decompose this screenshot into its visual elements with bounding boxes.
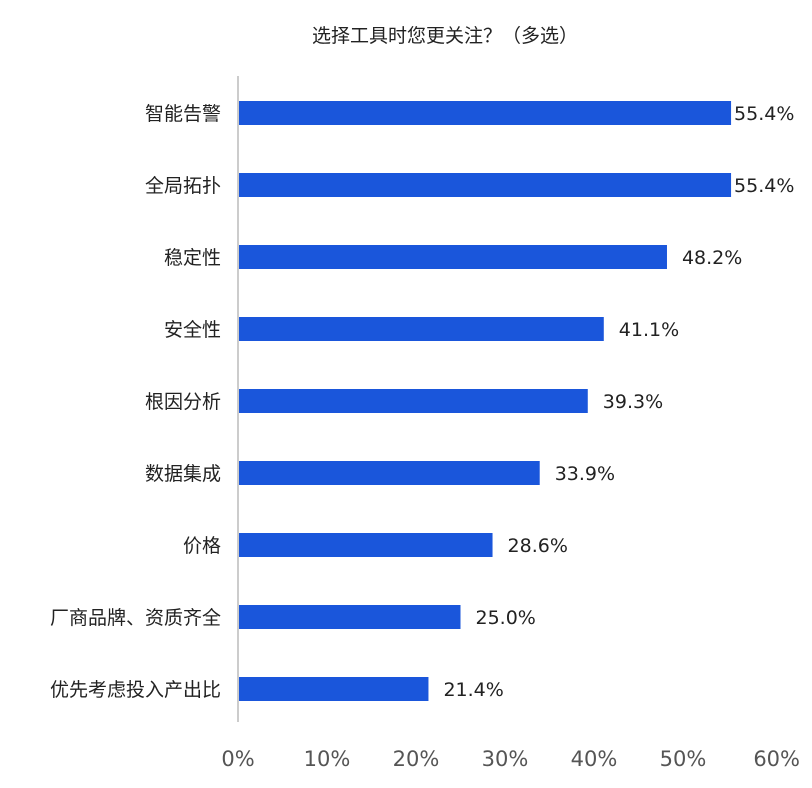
bar-3 (239, 317, 604, 341)
category-label-7: 厂商品牌、资质齐全 (50, 607, 221, 629)
data-label-8: 21.4% (443, 679, 503, 701)
category-label-3: 安全性 (164, 319, 221, 341)
x-tick-label-0: 0% (221, 747, 254, 771)
bar-7 (239, 605, 461, 629)
x-tick-label-6: 60% (753, 747, 800, 771)
category-label-8: 优先考虑投入产出比 (50, 679, 221, 701)
x-tick-label-3: 30% (482, 747, 529, 771)
bar-5 (239, 461, 540, 485)
category-label-2: 稳定性 (164, 247, 221, 269)
category-label-5: 数据集成 (145, 463, 221, 485)
chart-title: 选择工具时您更关注？（多选） (312, 25, 578, 47)
bar-8 (239, 677, 429, 701)
data-label-2: 48.2% (682, 247, 742, 269)
data-label-0: 55.4% (734, 103, 794, 125)
x-tick-label-4: 40% (571, 747, 618, 771)
x-axis-tick-labels: 0% 10% 20% 30% 40% 50% 60% (221, 747, 800, 771)
category-label-0: 智能告警 (145, 103, 221, 125)
data-label-1: 55.4% (734, 175, 794, 197)
data-label-6: 28.6% (508, 535, 568, 557)
bar-4 (239, 389, 588, 413)
category-label-6: 价格 (183, 535, 221, 557)
data-label-3: 41.1% (619, 319, 679, 341)
data-label-7: 25.0% (476, 607, 536, 629)
bar-6 (239, 533, 493, 557)
data-label-5: 33.9% (555, 463, 615, 485)
category-label-4: 根因分析 (145, 391, 221, 413)
category-label-1: 全局拓扑 (145, 175, 221, 197)
data-label-4: 39.3% (603, 391, 663, 413)
bar-0 (239, 101, 732, 125)
x-tick-label-5: 50% (660, 747, 707, 771)
bars-layer (239, 101, 732, 701)
bar-1 (239, 173, 732, 197)
x-tick-label-2: 20% (393, 747, 440, 771)
category-labels: 智能告警全局拓扑稳定性安全性根因分析数据集成价格厂商品牌、资质齐全优先考虑投入产… (50, 103, 221, 701)
x-tick-label-1: 10% (304, 747, 351, 771)
data-labels: 55.4% 55.4% 48.2% 41.1% 39.3% 33.9% 28.6% 25.0%… (443, 103, 794, 701)
bar-2 (239, 245, 667, 269)
